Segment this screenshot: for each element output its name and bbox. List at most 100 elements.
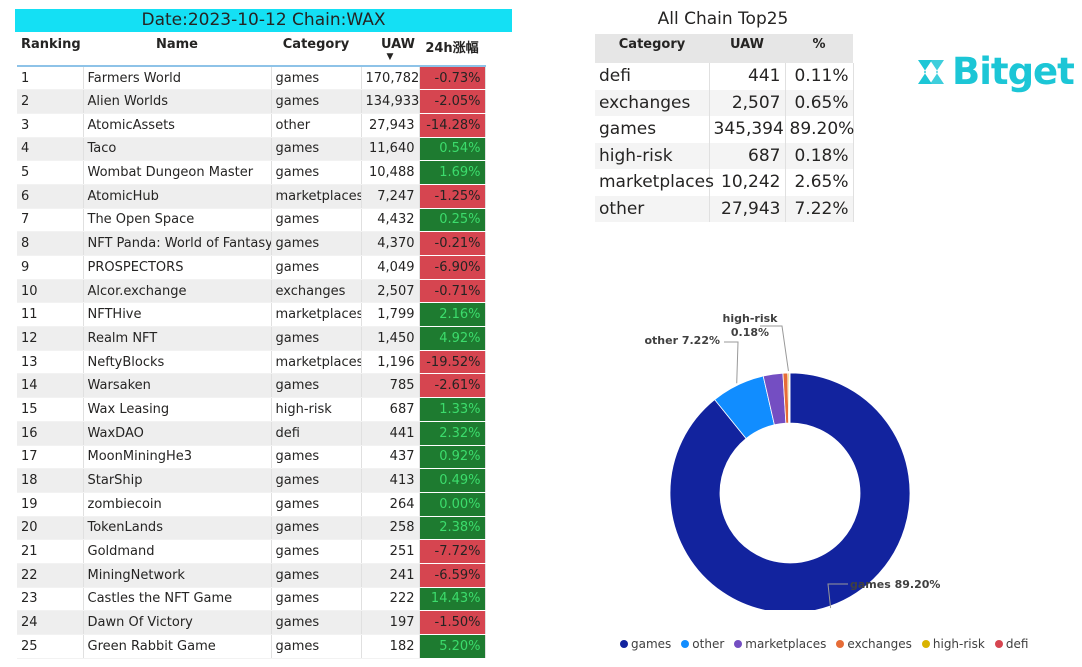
table-row[interactable]: 15 Wax Leasing high-risk 687 1.33%: [17, 397, 486, 422]
table-row[interactable]: 24 Dawn Of Victory games 197 -1.50%: [17, 610, 486, 635]
category-cell: games: [271, 492, 362, 517]
category-row[interactable]: marketplaces 10,242 2.65%: [595, 169, 854, 196]
summary-pct-cell: 7.22%: [785, 195, 854, 222]
table-row[interactable]: 14 Warsaken games 785 -2.61%: [17, 373, 486, 399]
change-cell: 0.00%: [419, 492, 486, 517]
summary-category-cell: defi: [595, 63, 710, 90]
table-row[interactable]: 20 TokenLands games 258 2.38%: [17, 516, 486, 541]
rank-cell: 7: [17, 208, 84, 233]
category-header-row: Category UAW %: [595, 34, 853, 63]
table-row[interactable]: 5 Wombat Dungeon Master games 10,488 1.69%: [17, 160, 486, 185]
legend-item[interactable]: defi: [994, 637, 1028, 651]
category-row[interactable]: exchanges 2,507 0.65%: [595, 89, 854, 116]
col-header-uaw[interactable]: UAW ▼: [361, 34, 419, 67]
rank-cell: 17: [17, 445, 84, 470]
category-cell: games: [271, 445, 362, 470]
table-row[interactable]: 1 Farmers World games 170,782 -0.73%: [17, 66, 486, 91]
summary-uaw-cell: 2,507: [709, 89, 786, 116]
table-row[interactable]: 23 Castles the NFT Game games 222 14.43%: [17, 587, 486, 612]
donut-slice-defi[interactable]: [788, 372, 791, 424]
uaw-cell: 2,507: [361, 279, 420, 304]
legend-item[interactable]: other: [681, 637, 724, 651]
name-cell: zombiecoin: [83, 492, 272, 517]
category-cell: games: [271, 587, 362, 612]
summary-category-cell: high-risk: [595, 142, 710, 169]
category-row[interactable]: games 345,394 89.20%: [595, 116, 854, 143]
col-header-uaw-summary[interactable]: UAW: [709, 34, 785, 63]
table-row[interactable]: 22 MiningNetwork games 241 -6.59%: [17, 563, 486, 588]
category-cell: games: [271, 160, 362, 185]
table-row[interactable]: 16 WaxDAO defi 441 2.32%: [17, 421, 486, 446]
change-cell: 1.69%: [419, 160, 486, 185]
rank-cell: 9: [17, 255, 84, 280]
category-cell: marketplaces: [271, 302, 362, 328]
legend-item[interactable]: high-risk: [921, 637, 985, 651]
category-row[interactable]: high-risk 687 0.18%: [595, 142, 854, 169]
table-row[interactable]: 25 Green Rabbit Game games 182 5.20%: [17, 634, 486, 659]
name-cell: AtomicAssets: [83, 113, 272, 138]
uaw-cell: 10,488: [361, 160, 420, 185]
change-cell: -0.21%: [419, 231, 486, 256]
col-header-ranking[interactable]: Ranking: [17, 34, 83, 67]
uaw-cell: 4,049: [361, 255, 420, 280]
rank-cell: 20: [17, 516, 84, 541]
uaw-cell: 251: [361, 539, 420, 564]
table-row[interactable]: 19 zombiecoin games 264 0.00%: [17, 492, 486, 517]
legend-item[interactable]: exchanges: [836, 637, 912, 651]
category-cell: marketplaces: [271, 184, 362, 209]
legend-item[interactable]: marketplaces: [734, 637, 826, 651]
table-row[interactable]: 4 Taco games 11,640 0.54%: [17, 137, 486, 162]
col-header-category-summary[interactable]: Category: [595, 34, 709, 63]
category-row[interactable]: other 27,943 7.22%: [595, 195, 854, 222]
category-cell: exchanges: [271, 279, 362, 304]
uaw-cell: 437: [361, 445, 420, 470]
summary-pct-cell: 89.20%: [785, 116, 854, 143]
table-row[interactable]: 3 AtomicAssets other 27,943 -14.28%: [17, 113, 486, 138]
category-cell: games: [271, 468, 362, 493]
summary-uaw-cell: 27,943: [709, 195, 786, 222]
rank-cell: 14: [17, 373, 84, 399]
change-cell: 1.33%: [419, 397, 486, 422]
table-row[interactable]: 6 AtomicHub marketplaces 7,247 -1.25%: [17, 184, 486, 209]
change-cell: -0.73%: [419, 66, 486, 91]
legend-dot-icon: [836, 640, 845, 648]
donut-slice-games[interactable]: [669, 372, 911, 610]
legend-label: games: [631, 637, 672, 651]
legend-label: exchanges: [847, 637, 912, 651]
col-header-pct-summary[interactable]: %: [785, 34, 853, 63]
uaw-cell: 1,196: [361, 350, 420, 375]
category-cell: games: [271, 208, 362, 233]
table-row[interactable]: 18 StarShip games 413 0.49%: [17, 468, 486, 493]
table-row[interactable]: 10 Alcor.exchange exchanges 2,507 -0.71%: [17, 279, 486, 304]
category-cell: games: [271, 66, 362, 91]
name-cell: Farmers World: [83, 66, 272, 91]
change-cell: -19.52%: [419, 350, 486, 375]
legend-item[interactable]: games: [620, 637, 671, 651]
table-row[interactable]: 9 PROSPECTORS games 4,049 -6.90%: [17, 255, 486, 280]
sort-descending-icon: ▼: [386, 52, 394, 62]
uaw-cell: 4,432: [361, 208, 420, 233]
name-cell: StarShip: [83, 468, 272, 493]
table-row[interactable]: 7 The Open Space games 4,432 0.25%: [17, 208, 486, 233]
change-cell: 0.54%: [419, 137, 486, 162]
category-summary-table: Category UAW % defi 441 0.11% exchanges 2,50…: [595, 34, 854, 222]
col-header-name[interactable]: Name: [83, 34, 271, 67]
table-row[interactable]: 21 Goldmand games 251 -7.72%: [17, 539, 486, 564]
table-row[interactable]: 12 Realm NFT games 1,450 4.92%: [17, 326, 486, 351]
col-header-change[interactable]: 24h涨幅: [419, 34, 485, 67]
legend-label: high-risk: [932, 637, 985, 651]
category-row[interactable]: defi 441 0.11%: [595, 63, 854, 90]
table-row[interactable]: 17 MoonMiningHe3 games 437 0.92%: [17, 445, 486, 470]
table-row[interactable]: 2 Alien Worlds games 134,933 -2.05%: [17, 89, 486, 114]
uaw-cell: 258: [361, 516, 420, 541]
summary-category-cell: other: [595, 195, 710, 222]
table-row[interactable]: 13 NeftyBlocks marketplaces 1,196 -19.52%: [17, 350, 486, 375]
name-cell: TokenLands: [83, 516, 272, 541]
col-header-category[interactable]: Category: [271, 34, 361, 67]
rank-cell: 6: [17, 184, 84, 209]
table-row[interactable]: 11 NFTHive marketplaces 1,799 2.16%: [17, 302, 486, 328]
data-label-games: games 89.20%: [850, 578, 940, 591]
table-row[interactable]: 8 NFT Panda: World of Fantasy games 4,370 -0…: [17, 231, 486, 256]
change-cell: 14.43%: [419, 587, 486, 612]
uaw-cell: 264: [361, 492, 420, 517]
